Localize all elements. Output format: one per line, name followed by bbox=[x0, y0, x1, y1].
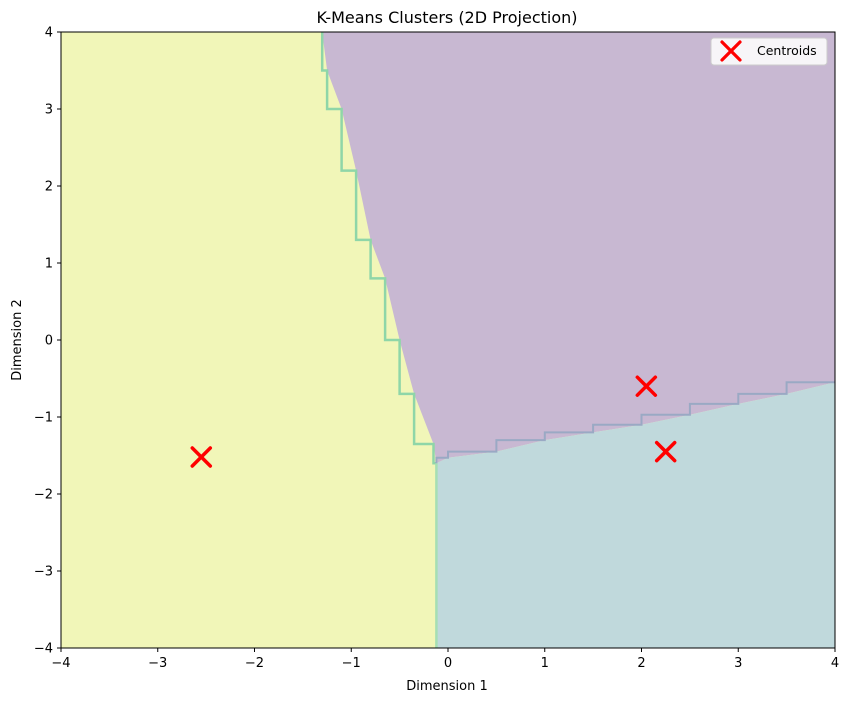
y-tick-label: −2 bbox=[34, 488, 53, 503]
x-axis-label: Dimension 1 bbox=[406, 679, 488, 694]
centroid-marker bbox=[654, 440, 677, 463]
x-tick-label: 4 bbox=[831, 656, 839, 671]
legend: Centroids bbox=[710, 37, 828, 66]
x-axis-ticks: −4 −3 −2 −1 0 1 2 3 4 bbox=[51, 648, 839, 671]
x-tick-label: −4 bbox=[51, 656, 70, 671]
y-tick-label: −1 bbox=[34, 411, 53, 426]
x-tick-label: −3 bbox=[148, 656, 167, 671]
y-tick-label: 1 bbox=[45, 257, 53, 272]
x-tick-label: 2 bbox=[637, 656, 645, 671]
y-axis-ticks: −4 −3 −2 −1 0 1 2 3 4 bbox=[34, 26, 61, 657]
x-tick-label: −1 bbox=[342, 656, 361, 671]
x-tick-label: −2 bbox=[245, 656, 264, 671]
centroid-marker bbox=[190, 446, 213, 468]
chart-title: K-Means Clusters (2D Projection) bbox=[317, 8, 578, 27]
y-tick-label: −3 bbox=[34, 565, 53, 580]
y-tick-label: 0 bbox=[45, 334, 53, 349]
plot-area bbox=[60, 31, 836, 649]
y-tick-label: 2 bbox=[45, 180, 53, 195]
centroid-markers bbox=[190, 375, 677, 468]
region-teal bbox=[436, 382, 835, 648]
boundary-yellow-purple bbox=[320, 32, 437, 465]
legend-label-centroids: Centroids bbox=[757, 43, 817, 58]
x-tick-label: 1 bbox=[541, 656, 549, 671]
boundary-purple-teal bbox=[435, 381, 835, 464]
y-tick-label: 3 bbox=[45, 103, 53, 118]
legend-centroid-marker bbox=[720, 40, 742, 62]
centroid-marker bbox=[635, 375, 658, 397]
x-tick-label: 0 bbox=[444, 656, 452, 671]
y-axis-label: Dimension 2 bbox=[10, 299, 25, 381]
y-tick-label: 4 bbox=[45, 26, 53, 41]
y-tick-label: −4 bbox=[34, 642, 53, 657]
x-tick-label: 3 bbox=[734, 656, 742, 671]
region-purple bbox=[322, 32, 835, 464]
